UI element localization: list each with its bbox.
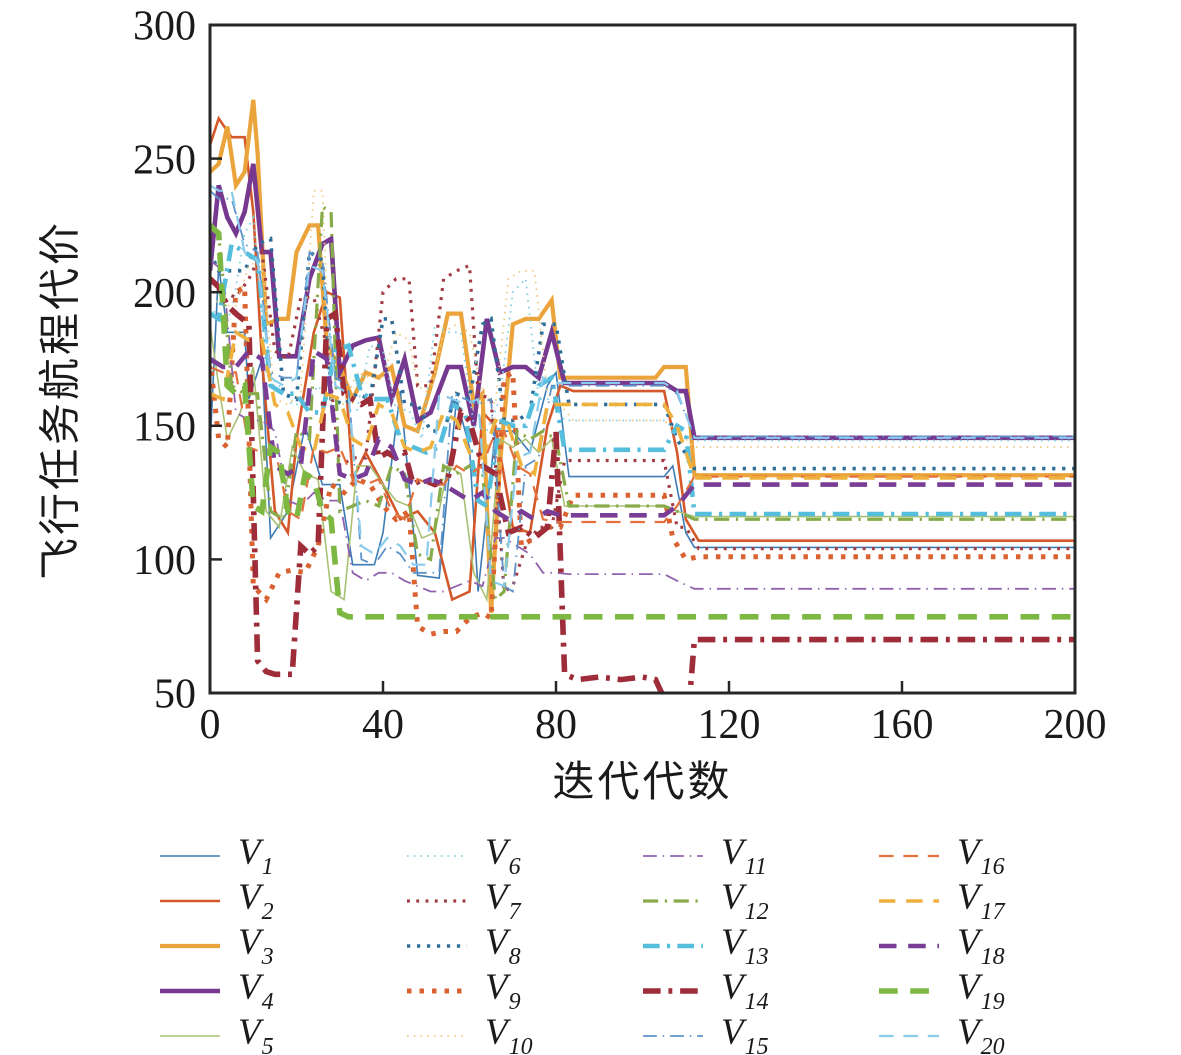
legend-swatch-V8 bbox=[407, 943, 467, 948]
series-line-V19 bbox=[210, 223, 1075, 620]
legend-item-V11: V11 bbox=[641, 831, 877, 881]
series-line-V4 bbox=[210, 163, 1075, 441]
y-tick-label-50: 50 bbox=[154, 672, 196, 718]
legend-label-V18: V18 bbox=[957, 921, 1005, 971]
legend-swatch-V15 bbox=[643, 1034, 703, 1037]
legend-label-V16: V16 bbox=[957, 831, 1005, 881]
legend-swatch-V19 bbox=[879, 987, 939, 994]
legend-swatch-V12 bbox=[643, 898, 703, 903]
legend-item-V4: V4 bbox=[158, 966, 405, 1016]
legend-swatch-V9 bbox=[407, 988, 467, 993]
legend-label-V15: V15 bbox=[721, 1011, 769, 1055]
legend-label-V13: V13 bbox=[721, 921, 769, 971]
legend-item-V13: V13 bbox=[641, 921, 877, 971]
series-line-V12 bbox=[210, 203, 1075, 603]
x-tick-label-80: 80 bbox=[535, 702, 577, 748]
legend-label-V7: V7 bbox=[485, 876, 521, 926]
legend-swatch-V2 bbox=[160, 899, 220, 902]
series-line-V18 bbox=[210, 347, 1075, 523]
series-line-V3 bbox=[210, 99, 1075, 613]
legend-label-V14: V14 bbox=[721, 966, 769, 1016]
legend-label-V4: V4 bbox=[238, 966, 274, 1016]
legend-label-V11: V11 bbox=[721, 831, 767, 881]
legend-label-V19: V19 bbox=[957, 966, 1005, 1016]
legend-item-V9: V9 bbox=[405, 966, 641, 1016]
y-tick-label-100: 100 bbox=[133, 538, 196, 584]
legend-swatch-V3 bbox=[160, 943, 220, 948]
series-line-V20 bbox=[210, 184, 1075, 588]
y-tick-label-300: 300 bbox=[133, 4, 196, 50]
legend-swatch-V5 bbox=[160, 1034, 220, 1037]
plot-frame bbox=[208, 23, 1077, 695]
legend-item-V5: V5 bbox=[158, 1013, 405, 1055]
legend-label-V2: V2 bbox=[238, 876, 274, 926]
legend: V1 V2 V3 V4 V5 V6 V7 V8 V9 V10 V11 V12 V13 V14 V15 V16 V… bbox=[158, 833, 1113, 1055]
legend-swatch-V16 bbox=[879, 854, 939, 857]
legend-swatch-V6 bbox=[407, 854, 467, 857]
legend-item-V7: V7 bbox=[405, 876, 641, 926]
y-axis-title: 飞行任务航程代价 bbox=[38, 219, 85, 581]
legend-label-V3: V3 bbox=[238, 921, 274, 971]
legend-item-V10: V10 bbox=[405, 1013, 641, 1055]
legend-item-V18: V18 bbox=[877, 921, 1113, 971]
legend-item-V15: V15 bbox=[641, 1013, 877, 1055]
legend-swatch-V7 bbox=[407, 898, 467, 903]
legend-item-V16: V16 bbox=[877, 831, 1113, 881]
legend-label-V5: V5 bbox=[238, 1011, 274, 1055]
series-line-V8 bbox=[210, 236, 1075, 471]
legend-item-V2: V2 bbox=[158, 876, 405, 926]
legend-swatch-V20 bbox=[879, 1034, 939, 1037]
legend-label-V1: V1 bbox=[238, 831, 274, 881]
legend-item-V19: V19 bbox=[877, 966, 1113, 1016]
series-line-V9 bbox=[210, 282, 1075, 637]
legend-label-V9: V9 bbox=[485, 966, 521, 1016]
y-tick-label-250: 250 bbox=[133, 137, 196, 183]
x-tick-label-200: 200 bbox=[1044, 702, 1107, 748]
series-line-V17 bbox=[210, 329, 1075, 480]
legend-label-V6: V6 bbox=[485, 831, 521, 881]
legend-label-V8: V8 bbox=[485, 921, 521, 971]
x-tick-label-40: 40 bbox=[362, 702, 404, 748]
legend-swatch-V13 bbox=[643, 943, 703, 948]
x-axis-title: 迭代代数 bbox=[552, 760, 733, 806]
legend-item-V12: V12 bbox=[641, 876, 877, 926]
legend-label-V20: V20 bbox=[957, 1011, 1005, 1055]
legend-swatch-V18 bbox=[879, 943, 939, 948]
legend-swatch-V10 bbox=[407, 1034, 467, 1037]
legend-swatch-V4 bbox=[160, 988, 220, 993]
legend-item-V3: V3 bbox=[158, 921, 405, 971]
x-tick-label-160: 160 bbox=[871, 702, 934, 748]
series-line-V10 bbox=[210, 189, 1075, 449]
y-tick-label-200: 200 bbox=[133, 271, 196, 317]
legend-swatch-V1 bbox=[160, 854, 220, 857]
legend-item-V8: V8 bbox=[405, 921, 641, 971]
legend-swatch-V17 bbox=[879, 898, 939, 903]
y-tick-label-150: 150 bbox=[133, 405, 196, 451]
legend-label-V12: V12 bbox=[721, 876, 769, 926]
x-tick-label-120: 120 bbox=[698, 702, 761, 748]
legend-label-V17: V17 bbox=[957, 876, 1005, 926]
legend-item-V14: V14 bbox=[641, 966, 877, 1016]
legend-swatch-V11 bbox=[643, 854, 703, 857]
legend-swatch-V14 bbox=[643, 987, 703, 994]
convergence-chart: 0 40 80 120 160 200 50 100 150 200 250 300 bbox=[133, 4, 1107, 748]
series-group bbox=[210, 99, 1075, 693]
legend-item-V6: V6 bbox=[405, 831, 641, 881]
series-line-V11 bbox=[210, 259, 1075, 593]
legend-item-V17: V17 bbox=[877, 876, 1113, 926]
legend-item-V20: V20 bbox=[877, 1013, 1113, 1055]
legend-label-V10: V10 bbox=[485, 1011, 533, 1055]
x-tick-label-0: 0 bbox=[200, 702, 221, 748]
legend-item-V1: V1 bbox=[158, 831, 405, 881]
series-line-V13 bbox=[210, 240, 1075, 517]
